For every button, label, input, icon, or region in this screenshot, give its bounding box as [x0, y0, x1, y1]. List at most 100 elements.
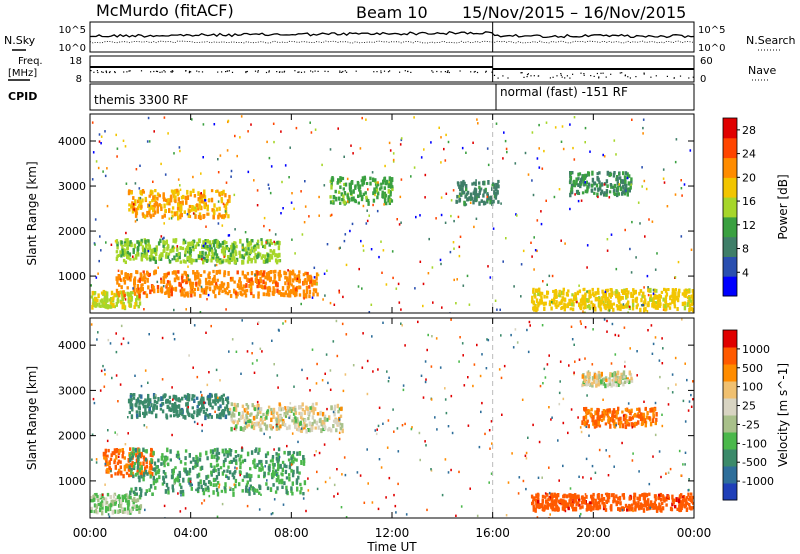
power-cell — [288, 281, 292, 285]
power-scatter-cell — [647, 293, 650, 297]
power-scatter-cell — [268, 156, 271, 160]
velocity-cell — [270, 472, 274, 477]
power-cell — [628, 174, 631, 178]
power-cell — [582, 179, 585, 184]
velocity-scatter-cell — [682, 399, 685, 403]
velocity-cell — [551, 500, 554, 505]
power-scatter-cell — [392, 276, 394, 280]
power-cell — [137, 279, 140, 283]
power-cell — [238, 286, 241, 290]
velocity-cell — [224, 482, 227, 488]
power-scatter-cell — [431, 266, 434, 269]
power-cell — [471, 182, 474, 186]
velocity-cell — [590, 508, 593, 512]
power-cell — [199, 215, 202, 221]
power-scatter-cell — [400, 138, 403, 142]
power-cell — [308, 289, 312, 295]
velocity-scatter-cell — [215, 368, 218, 372]
velocity-cell — [93, 497, 96, 502]
power-cell — [664, 300, 668, 305]
velocity-cell — [151, 492, 154, 496]
nave-point — [283, 70, 286, 72]
velocity-cell — [660, 507, 663, 513]
velocity-cell — [217, 406, 221, 411]
velocity-cell — [596, 407, 599, 412]
power-cell — [575, 180, 578, 186]
velocity-cell — [285, 489, 288, 495]
power-scatter-cell — [209, 244, 211, 247]
velocity-cell — [292, 416, 295, 421]
velocity-scatter-cell — [387, 380, 390, 383]
velocity-cell — [247, 419, 250, 424]
velocity-scatter-cell — [501, 413, 503, 416]
power-cell — [200, 200, 204, 204]
power-cell — [567, 289, 570, 293]
power-cell — [191, 258, 195, 263]
power-cell — [596, 291, 599, 295]
power-cell — [372, 198, 376, 203]
velocity-cell — [165, 415, 169, 420]
power-cell — [571, 299, 574, 304]
velocity-cell — [267, 465, 271, 471]
power-cell — [140, 241, 143, 246]
power-scatter-cell — [532, 193, 535, 197]
power-cell — [148, 194, 151, 198]
velocity-cell — [532, 504, 535, 508]
nave-point — [549, 77, 551, 79]
velocity-cell — [110, 499, 113, 504]
power-cell — [605, 193, 608, 197]
nave-point — [108, 71, 111, 74]
power-cell — [685, 290, 688, 296]
velocity-cell — [178, 473, 182, 478]
power-cell — [591, 292, 595, 296]
velocity-cell — [113, 448, 117, 453]
power-cell — [548, 300, 552, 304]
velocity-cell — [581, 374, 584, 379]
power-scatter-cell — [365, 222, 368, 225]
power-cell — [276, 240, 279, 245]
velocity-scatter-cell — [326, 407, 328, 411]
velocity-cell — [224, 397, 228, 401]
power-scatter-cell — [622, 303, 625, 306]
power-scatter-cell — [674, 276, 677, 279]
velocity-cell — [94, 495, 97, 501]
nave-point — [380, 72, 382, 74]
nave-point — [342, 70, 344, 73]
power-cell — [636, 303, 639, 307]
nave-point — [198, 71, 200, 73]
power-scatter-cell — [310, 131, 313, 134]
power-cell — [262, 279, 265, 285]
velocity-scatter-cell — [430, 468, 432, 471]
velocity-cell — [282, 418, 285, 423]
velocity-cell — [95, 504, 99, 509]
power-cell — [205, 258, 209, 263]
velocity-scatter-cell — [450, 394, 453, 398]
velocity-cell — [115, 498, 118, 503]
velocity-cell — [152, 480, 156, 486]
velocity-cell — [148, 460, 152, 466]
velocity-scatter-cell — [445, 411, 448, 415]
velocity-scatter-cell — [127, 432, 129, 435]
power-cell — [552, 300, 556, 305]
power-scatter-cell — [308, 215, 310, 218]
power-cell — [115, 250, 119, 254]
power-cell — [616, 185, 620, 191]
velocity-cell — [594, 498, 597, 503]
velocity-cell — [210, 472, 213, 477]
nave-point — [619, 72, 621, 74]
velocity-cell — [129, 490, 132, 496]
power-cell — [669, 302, 672, 306]
power-cell — [130, 204, 133, 209]
power-cell — [232, 243, 235, 248]
velocity-cell — [130, 470, 133, 476]
power-cell — [116, 299, 120, 303]
velocity-cell — [145, 411, 148, 416]
power-scatter-cell — [362, 249, 365, 252]
power-scatter-cell — [618, 293, 621, 297]
power-cell — [681, 301, 685, 307]
velocity-cell — [641, 420, 644, 426]
power-cell — [221, 260, 224, 264]
power-scatter-cell — [318, 214, 320, 217]
power-cell — [250, 258, 253, 264]
velocity-cell — [228, 448, 231, 453]
